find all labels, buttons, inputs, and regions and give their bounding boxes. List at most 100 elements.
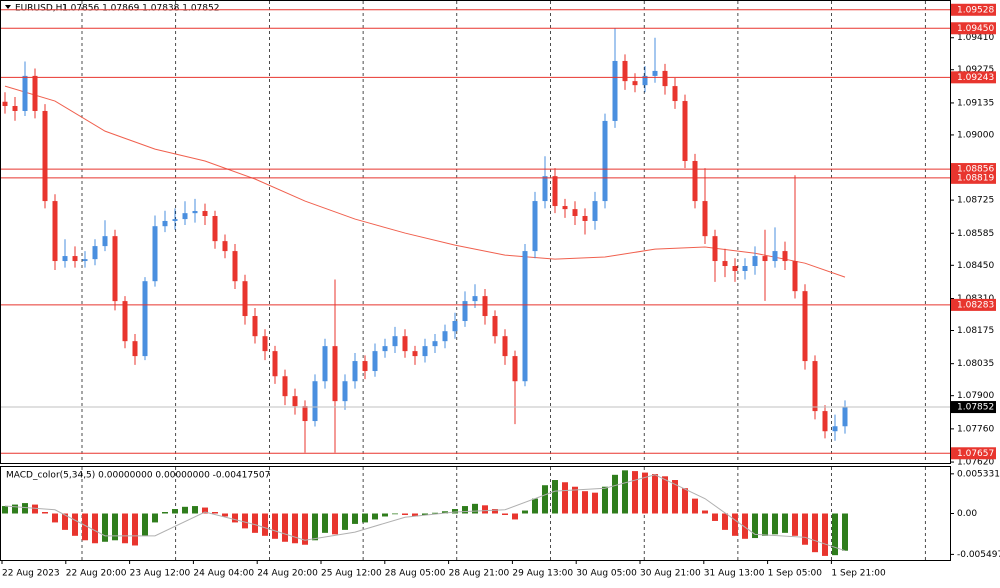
candle-body	[322, 346, 328, 382]
candle-body	[702, 201, 708, 237]
macd-bar	[592, 492, 598, 514]
macd-bar	[792, 513, 798, 536]
candle-body	[342, 381, 348, 402]
current-price-label: 1.07852	[957, 403, 994, 413]
y-tick-label: 1.07620	[957, 458, 994, 468]
level-label: 1.09243	[957, 73, 994, 83]
candle-body	[782, 251, 788, 262]
macd-bar	[162, 512, 168, 514]
macd-bar	[672, 480, 678, 514]
macd-bar	[282, 513, 288, 542]
candle-body	[362, 361, 368, 372]
candle-body	[372, 351, 378, 372]
candle-body	[72, 256, 78, 262]
candle-body	[732, 266, 738, 271]
candle-body	[432, 341, 438, 347]
candle-body	[32, 75, 38, 111]
macd-bar	[402, 513, 408, 515]
macd-bar	[602, 486, 608, 514]
level-label-bg	[951, 22, 996, 35]
macd-signal	[4, 474, 846, 552]
menu-arrow[interactable]	[5, 5, 11, 9]
macd-bar	[152, 513, 158, 523]
macd-bar	[12, 504, 18, 514]
macd-bar	[102, 513, 108, 542]
macd-bar	[562, 482, 568, 514]
macd-bar	[262, 513, 268, 536]
macd-bar	[762, 513, 768, 536]
macd-bar	[202, 507, 208, 514]
candle-body	[62, 256, 68, 262]
x-tick-label: 25 Aug 12:00	[321, 569, 382, 579]
candle-body	[752, 256, 758, 267]
macd-bar	[192, 506, 198, 514]
macd-bar	[832, 513, 838, 556]
macd-bar	[732, 513, 738, 536]
macd-bar	[512, 513, 518, 520]
macd-bar	[682, 488, 688, 514]
macd-bar	[802, 513, 808, 545]
macd-bar	[132, 513, 138, 546]
y-tick-label: 1.09000	[957, 130, 994, 140]
macd-bar	[22, 503, 28, 514]
candle-body	[2, 101, 8, 107]
candle-body	[682, 101, 688, 162]
macd-y-tick-label: 0.0053315	[957, 469, 1000, 479]
macd-bar	[582, 491, 588, 514]
macd-bar	[772, 513, 778, 535]
candle-body	[592, 201, 598, 221]
candle-body	[662, 70, 668, 87]
x-tick-label: 30 Aug 21:00	[640, 569, 701, 579]
candle-body	[462, 301, 468, 322]
candle-body	[632, 81, 638, 86]
macd-bar	[32, 504, 38, 514]
candle-body	[832, 426, 838, 432]
macd-bar	[122, 513, 128, 544]
macd-bar	[312, 513, 318, 541]
level-label: 1.09528	[957, 5, 994, 15]
candle-body	[232, 251, 238, 282]
macd-bar	[442, 511, 448, 514]
candle-body	[142, 281, 148, 357]
candle-body	[532, 201, 538, 252]
candle-body	[222, 241, 228, 252]
level-label: 1.08819	[957, 173, 994, 183]
macd-bar	[142, 513, 148, 536]
x-tick-label: 30 Aug 05:00	[576, 569, 637, 579]
macd-label: MACD_color(5,34,5) 0.00000000 0.00000000…	[6, 471, 270, 481]
level-label-bg	[951, 447, 996, 460]
candle-body	[482, 296, 488, 317]
macd-bar	[842, 513, 848, 551]
candle-body	[382, 346, 388, 352]
macd-bar	[342, 513, 348, 530]
y-tick-label: 1.09410	[957, 33, 994, 43]
candle-body	[252, 316, 258, 337]
x-tick-label: 29 Aug 13:00	[512, 569, 573, 579]
level-label-bg	[951, 3, 996, 16]
macd-bar	[572, 486, 578, 514]
macd-bar	[622, 470, 628, 514]
macd-bar	[722, 513, 728, 530]
candle-body	[762, 256, 768, 262]
macd-bar	[632, 471, 638, 514]
candle-body	[102, 236, 108, 247]
macd-bar	[352, 513, 358, 524]
x-tick-label: 28 Aug 05:00	[385, 569, 446, 579]
x-tick-label: 24 Aug 04:00	[193, 569, 254, 579]
candle-body	[512, 356, 518, 382]
level-label: 1.07657	[957, 449, 994, 459]
symbol: EURUSD,H1	[15, 4, 68, 14]
candle-body	[572, 209, 578, 216]
macd-bar	[372, 513, 378, 520]
x-tick-label: 1 Sep 21:00	[831, 569, 886, 579]
y-tick-label: 1.08450	[957, 261, 994, 271]
y-tick-label: 1.08035	[957, 359, 994, 369]
macd-bar	[42, 512, 48, 514]
candle-body	[312, 381, 318, 422]
macd-bar	[412, 513, 418, 517]
candle-body	[92, 246, 98, 260]
macd-bar	[752, 513, 758, 539]
candle-body	[82, 259, 88, 262]
macd-bar	[642, 472, 648, 514]
